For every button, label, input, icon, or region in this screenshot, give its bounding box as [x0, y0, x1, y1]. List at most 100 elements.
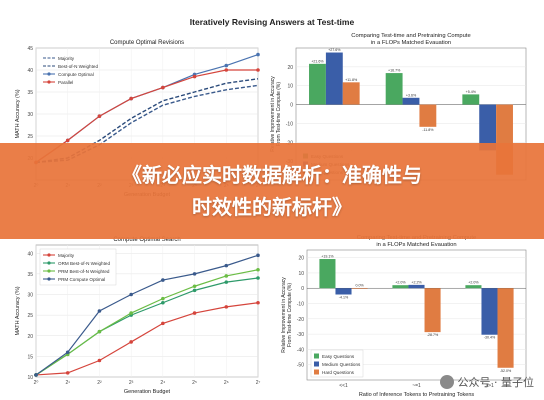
legend-entry: Medium Questions [322, 362, 361, 367]
y-tick-label: 30 [27, 112, 33, 118]
data-point [192, 272, 197, 276]
data-label: +5.4% [466, 90, 477, 94]
series-line [35, 269, 259, 376]
x-tick-label: >>1 [485, 383, 494, 389]
y-axis-label: MATH Accuracy (%) [15, 89, 21, 138]
data-point [65, 138, 70, 143]
data-point [192, 284, 197, 289]
bar [402, 97, 420, 105]
legend-marker [47, 277, 51, 281]
legend-marker [47, 269, 51, 273]
legend-entry: Best-of-N Weighted [58, 64, 98, 69]
data-label: +3.6% [406, 93, 417, 97]
data-point [256, 52, 260, 57]
y-tick-label: 10 [287, 84, 293, 90]
data-label: +16.7% [388, 69, 401, 73]
x-tick-label: <<1 [339, 383, 348, 389]
chart-title: Compute Optimal Search [113, 237, 180, 243]
y-tick-label: 45 [27, 46, 33, 52]
x-tick-label: 2⁵ [192, 380, 197, 386]
series-line [35, 254, 259, 376]
y-tick-label: -30 [297, 332, 304, 338]
legend-entry: ORM Best-of-N Weighted [58, 261, 110, 266]
chart-title: in a FLOPs Matched Evauation [376, 242, 456, 248]
legend-entry: PRM Compute Optimal [58, 277, 105, 282]
data-point [161, 321, 165, 326]
bar [351, 288, 368, 289]
bar [385, 73, 403, 105]
data-label: 0.0% [355, 284, 364, 288]
legend-entry: Easy Questions [322, 354, 355, 359]
legend-swatch [314, 353, 319, 359]
data-point [161, 278, 165, 282]
x-tick-label: 2⁷ [256, 380, 261, 386]
bar [465, 285, 482, 289]
legend-entry: Majority [58, 253, 75, 258]
bar [424, 288, 441, 333]
data-label: -52.0% [500, 369, 512, 373]
data-point [256, 267, 260, 272]
x-tick-label: 2⁴ [160, 380, 165, 386]
data-point [129, 340, 133, 344]
bar [309, 63, 326, 105]
bar [335, 288, 352, 295]
bar [481, 288, 498, 335]
watermark-text: 公众号 · 量子位 [457, 376, 535, 389]
banner-line-1: 《新必应实时数据解析：准确性与 [122, 163, 422, 187]
data-label: +27.6% [328, 48, 341, 52]
series-line [35, 302, 259, 376]
data-point [224, 263, 229, 268]
data-label: +2.0% [395, 281, 406, 285]
y-tick-label: -20 [297, 317, 304, 323]
figure-title: Iteratively Revising Answers at Test-tim… [190, 17, 355, 27]
y-tick-label: 40 [27, 251, 33, 257]
x-tick-label: 2² [97, 380, 102, 386]
y-axis-label: MATH Accuracy (%) [15, 286, 21, 335]
wechat-logo-icon [439, 375, 454, 389]
y-tick-label: 10 [27, 375, 33, 381]
y-tick-label: 30 [27, 293, 33, 299]
y-tick-label: 25 [27, 134, 33, 140]
x-axis-label: Generation Budget [124, 389, 171, 395]
watermark: 公众号 · 量子位 [439, 374, 535, 390]
data-label: -11.8% [422, 128, 434, 132]
y-tick-label: 35 [27, 272, 33, 278]
data-label: -28.7% [427, 333, 439, 337]
legend-swatch [314, 369, 319, 375]
data-point [129, 292, 133, 297]
data-point [256, 253, 260, 258]
y-tick-label: 15 [27, 354, 33, 360]
y-axis-label: Relative Improvement in AccuracyFrom Tes… [281, 277, 293, 353]
data-label: +21.6% [311, 59, 324, 63]
y-tick-label: 10 [298, 271, 304, 277]
x-axis-label: Ratio of Inference Tokens to Pretraining… [359, 392, 475, 398]
x-tick-label: 2⁰ [34, 380, 39, 386]
y-tick-label: 25 [27, 313, 33, 319]
data-point [224, 280, 229, 284]
legend-entry: Compute Optimal [58, 72, 94, 77]
legend-box [310, 349, 364, 378]
data-label: +2.0% [468, 281, 479, 285]
y-tick-label: 20 [298, 256, 304, 262]
y-tick-label: -50 [297, 363, 304, 369]
data-point [65, 371, 70, 375]
legend-entry: Majority [58, 56, 75, 61]
chart-title: Compute Optimal Revisions [110, 40, 184, 46]
data-label: -4.1% [339, 296, 349, 300]
legend-entry: Hard Questions [322, 370, 355, 375]
legend-marker [47, 72, 51, 76]
data-point [97, 358, 102, 363]
headline-banner: 《新必应实时数据解析：准确性与 时效性的新标杆》 [0, 143, 544, 239]
legend-entry: Parallel [58, 80, 73, 85]
data-point [192, 74, 197, 79]
bar [419, 104, 437, 127]
bar [342, 82, 360, 105]
y-tick-label: 0 [301, 286, 304, 292]
legend-marker [47, 253, 51, 257]
bar [325, 52, 343, 105]
bar [479, 104, 497, 151]
y-tick-label: 35 [27, 90, 33, 96]
data-point [224, 274, 229, 278]
data-point [97, 329, 102, 334]
